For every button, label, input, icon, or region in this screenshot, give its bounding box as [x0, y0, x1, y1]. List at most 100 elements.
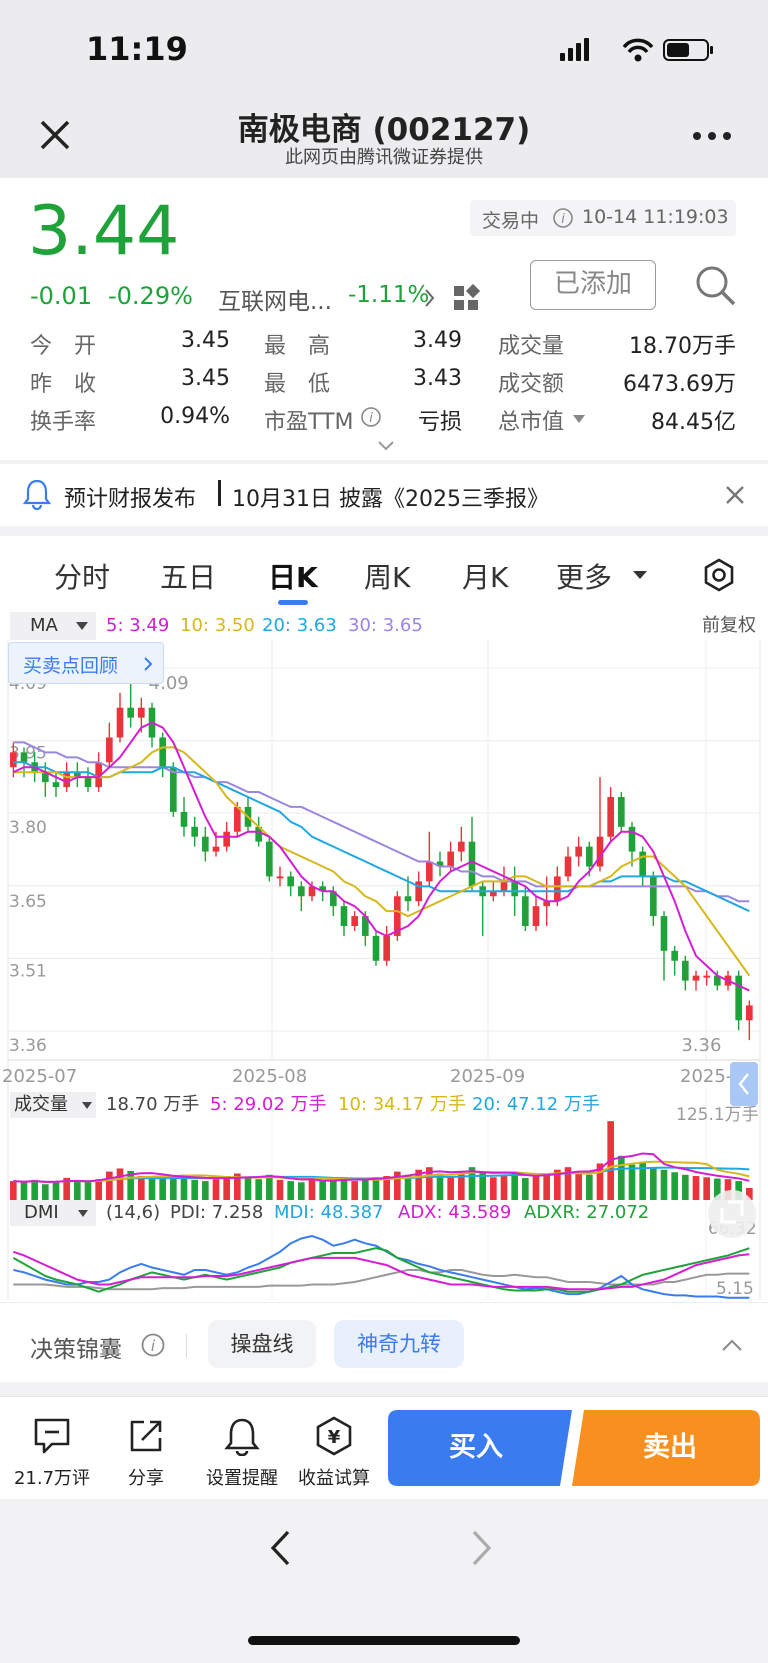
- candle-body: [554, 876, 561, 902]
- ma-selector[interactable]: MA: [10, 612, 96, 640]
- trade-buttons: [388, 1410, 760, 1486]
- dmi-adx: ADX: 43.589: [398, 1202, 512, 1223]
- volume-ma5-line: [13, 1152, 750, 1183]
- candle-body: [287, 876, 294, 887]
- info-icon[interactable]: i: [140, 1332, 166, 1358]
- grid-icon[interactable]: [452, 284, 480, 312]
- trading-status: 交易中: [482, 210, 540, 232]
- volume-bar: [74, 1181, 81, 1200]
- volume-bar: [255, 1179, 262, 1200]
- low-annotation: 3.36: [681, 1035, 721, 1056]
- dmi-legend: DMI (14,6) PDI: 7.258 MDI: 48.387 ADX: 4…: [8, 1200, 760, 1226]
- share-label: 分享: [128, 1468, 164, 1489]
- magic-nine-chip[interactable]: 神奇九转: [334, 1320, 464, 1368]
- volume-ma10: 10: 34.17 万手: [338, 1094, 466, 1115]
- dmi-selector[interactable]: DMI: [10, 1200, 96, 1226]
- profit-calc-label: 收益试算: [298, 1468, 370, 1489]
- caret-down-icon[interactable]: [572, 414, 586, 424]
- candle-body: [458, 841, 465, 852]
- candle-body: [255, 826, 262, 842]
- alert-button[interactable]: 设置提醒: [194, 1412, 290, 1492]
- candle-body: [404, 896, 412, 902]
- candle-body: [234, 806, 241, 832]
- tab-more[interactable]: 更多: [556, 561, 613, 594]
- candle-body: [223, 831, 230, 847]
- more-icon[interactable]: [692, 130, 732, 142]
- info-icon[interactable]: i: [552, 207, 574, 229]
- buy-button[interactable]: 买入: [449, 1432, 503, 1463]
- status-bar: [0, 0, 768, 100]
- candle-body: [735, 975, 742, 1021]
- expand-chevron-icon[interactable]: [376, 440, 396, 452]
- sell-button[interactable]: 卖出: [643, 1432, 697, 1463]
- volume-bar: [650, 1167, 657, 1200]
- ma5-value: 5: 3.49: [106, 615, 170, 636]
- candle-body: [426, 861, 433, 882]
- volume-bar: [202, 1181, 209, 1200]
- added-watchlist-button[interactable]: 已添加: [530, 260, 656, 310]
- collapse-chevron-icon[interactable]: [720, 1338, 744, 1352]
- stat-value-prev-close: 3.45: [181, 366, 230, 391]
- tab-intraday[interactable]: 分时: [54, 561, 111, 594]
- back-icon[interactable]: [268, 1528, 292, 1568]
- volume-bar: [84, 1182, 92, 1200]
- settings-icon[interactable]: [702, 558, 736, 592]
- candle-body: [415, 881, 422, 902]
- volume-bar: [116, 1168, 124, 1200]
- caret-down-icon: [76, 622, 88, 630]
- volume-ma10-line: [13, 1160, 750, 1183]
- volume-selector[interactable]: 成交量: [10, 1092, 96, 1118]
- sector-link[interactable]: 互联网电...: [218, 289, 332, 315]
- candle-body: [490, 891, 497, 897]
- forward-icon[interactable]: [470, 1528, 494, 1568]
- volume-bar: [564, 1167, 572, 1200]
- price-change: -0.01: [30, 282, 93, 310]
- volume-bar: [362, 1178, 369, 1200]
- volume-bar: [490, 1177, 497, 1200]
- divider: [0, 1302, 768, 1303]
- price: 3.44: [28, 192, 180, 271]
- notice-title: 预计财报发布: [64, 487, 197, 512]
- tab-weekly-k[interactable]: 周K: [364, 561, 411, 594]
- dmi-pdi-line: [13, 1268, 750, 1291]
- close-notice-icon[interactable]: [724, 484, 746, 506]
- profit-calc-button[interactable]: ¥ 收益试算: [286, 1412, 382, 1492]
- chevron-right-icon[interactable]: [424, 288, 436, 308]
- adjust-mode[interactable]: 前复权: [702, 615, 756, 636]
- tab-five-day[interactable]: 五日: [160, 561, 217, 594]
- candle-body: [106, 737, 113, 763]
- caret-down-icon[interactable]: [632, 570, 648, 580]
- volume-max-label: 125.1万手: [676, 1105, 759, 1125]
- notice-banner[interactable]: [0, 464, 768, 526]
- stat-label-low: 最 低: [264, 372, 331, 397]
- candle-body: [212, 846, 220, 852]
- candle-body: [170, 767, 177, 812]
- tab-monthly-k[interactable]: 月K: [462, 561, 509, 594]
- candle-body: [308, 886, 316, 897]
- volume-legend: 成交量 18.70 万手 5: 29.02 万手 10: 34.17 万手 20…: [8, 1092, 760, 1118]
- candle-body: [447, 851, 454, 867]
- volume-bar: [212, 1179, 220, 1200]
- share-button[interactable]: 分享: [106, 1412, 186, 1492]
- x-tick-label: 2025-08: [232, 1066, 307, 1087]
- comment-button[interactable]: 21.7万评: [12, 1412, 92, 1492]
- search-icon[interactable]: [694, 264, 738, 308]
- kline-chart[interactable]: 4.093.953.803.653.513.362025-072025-0820…: [0, 640, 768, 1300]
- close-icon[interactable]: [38, 118, 72, 152]
- candle-body: [95, 762, 102, 788]
- info-icon[interactable]: i: [360, 406, 382, 428]
- volume-bar: [436, 1173, 444, 1200]
- candle-body: [575, 846, 582, 857]
- trading-line-chip[interactable]: 操盘线: [208, 1320, 316, 1368]
- candle-body: [746, 1005, 753, 1021]
- volume-bar: [554, 1169, 561, 1200]
- stat-label-market-cap[interactable]: 总市值: [498, 410, 565, 435]
- tab-daily-k[interactable]: 日K: [268, 561, 318, 594]
- sector-change[interactable]: -1.11%: [348, 282, 430, 308]
- alert-label: 设置提醒: [206, 1468, 278, 1489]
- volume-bar: [735, 1181, 742, 1200]
- candle-body: [20, 752, 28, 763]
- trade-review-button[interactable]: 买卖点回顾: [8, 642, 164, 684]
- volume-bar: [31, 1179, 38, 1200]
- y-tick-label: 3.51: [9, 962, 47, 982]
